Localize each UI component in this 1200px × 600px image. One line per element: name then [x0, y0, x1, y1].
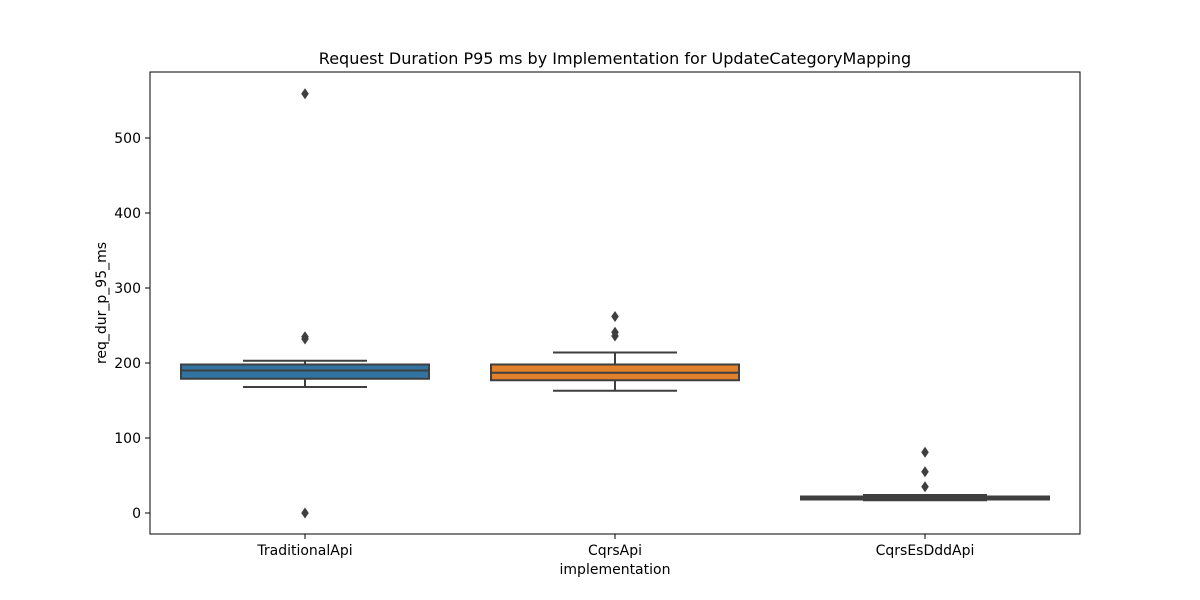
x-tick-label: CqrsApi: [588, 543, 642, 559]
x-axis: TraditionalApi CqrsApi CqrsEsDddApi: [256, 534, 974, 559]
outlier-point: [301, 333, 309, 345]
outlier-point: [921, 466, 929, 478]
box-cqrsapi: [490, 311, 740, 392]
y-tick-label: 400: [114, 206, 141, 222]
y-tick-label: 300: [114, 281, 141, 297]
y-tick-label: 0: [132, 506, 141, 522]
x-tick-label: CqrsEsDddApi: [876, 543, 975, 559]
outlier-point: [301, 88, 309, 100]
box-iqr: [180, 363, 430, 380]
outlier-point: [921, 481, 929, 493]
y-tick-label: 500: [114, 131, 141, 147]
x-tick-label: TraditionalApi: [256, 543, 352, 559]
outlier-point: [921, 446, 929, 458]
outlier-point: [301, 507, 309, 519]
y-tick-label: 200: [114, 356, 141, 372]
outlier-point: [611, 330, 619, 342]
plot-area: [180, 88, 1050, 519]
y-axis-label: req_dur_p_95_ms: [94, 242, 110, 364]
plot-frame: [149, 71, 1081, 535]
outlier-point: [611, 311, 619, 322]
x-axis-label: implementation: [560, 562, 671, 578]
box-traditionalapi: [180, 88, 430, 519]
chart-title: Request Duration P95 ms by Implementatio…: [319, 49, 911, 68]
y-axis: 0 100 200 300 400 500: [114, 131, 150, 522]
box-cqrsesdddapi: [800, 446, 1050, 502]
y-tick-label: 100: [114, 431, 141, 447]
